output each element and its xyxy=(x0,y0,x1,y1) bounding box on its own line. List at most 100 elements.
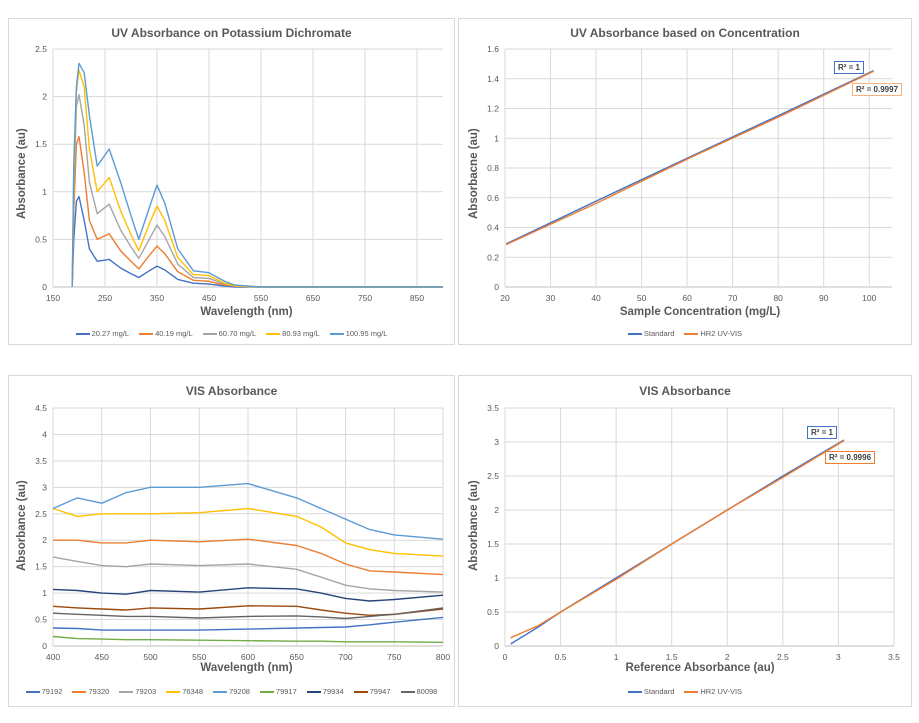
x-tick-label: 3 xyxy=(836,652,841,662)
legend-item: 79320 xyxy=(72,687,109,696)
legend-item: 79934 xyxy=(306,687,344,696)
x-tick-label: 0.5 xyxy=(555,652,567,662)
y-axis-title: Absorbacne (au) xyxy=(468,128,480,219)
y-tick-label: 3 xyxy=(494,437,499,447)
legend-item: 79917 xyxy=(259,687,297,696)
chart-uv-wavelength: 0 0.5 1 1.5 2 2.5 150 250 350 450 550 650 750 850 UV … xyxy=(8,18,455,345)
legend-swatch xyxy=(72,691,87,694)
x-tick-label: 400 xyxy=(46,652,60,662)
x-tick-label: 600 xyxy=(241,652,255,662)
legend-swatch xyxy=(684,691,699,694)
y-tick-label: 1.5 xyxy=(487,539,499,549)
x-tick-label: 90 xyxy=(819,293,829,303)
y-tick-label: 4 xyxy=(42,429,47,439)
y-tick-label: 0.5 xyxy=(35,234,47,244)
x-tick-label: 250 xyxy=(98,293,112,303)
legend-label: 40.19 mg/L xyxy=(155,329,193,338)
y-tick-label: 0 xyxy=(42,282,47,292)
x-tick-label: 650 xyxy=(290,652,304,662)
legend-label: 20.27 mg/L xyxy=(91,329,130,338)
x-tick-label: 450 xyxy=(95,652,109,662)
r2-label-hr2: R² = 0.9996 xyxy=(825,451,876,464)
y-tick-label: 1 xyxy=(494,133,499,143)
series-line-hr2-uv-vis xyxy=(510,440,845,639)
x-tick-label: 1 xyxy=(614,652,619,662)
legend-label: 60.70 mg/L xyxy=(218,329,257,338)
x-tick-label: 50 xyxy=(637,293,647,303)
series-line-20-27-mg-l xyxy=(71,195,443,288)
y-tick-label: 0 xyxy=(494,282,499,292)
legend-swatch xyxy=(119,691,134,694)
x-tick-label: 30 xyxy=(546,293,556,303)
legend-swatch xyxy=(166,691,181,694)
legend-swatch xyxy=(266,333,281,336)
legend-swatch xyxy=(329,333,344,336)
x-tick-label: 20 xyxy=(500,293,510,303)
x-tick-label: 60 xyxy=(682,293,692,303)
series-line-80098 xyxy=(52,607,444,620)
y-tick-label: 2 xyxy=(42,535,47,545)
legend-item: HR2 UV-VIS xyxy=(684,687,742,696)
legend-swatch xyxy=(213,691,228,694)
x-axis-title: Sample Concentration (mg/L) xyxy=(619,306,781,318)
chart-uv-concentration: 0 0.2 0.4 0.6 0.8 1 1.2 1.4 1.6 20 30 40 50 60 70 80 90 1… xyxy=(458,18,912,345)
legend-swatch xyxy=(75,333,90,336)
y-tick-label: 0.6 xyxy=(487,193,499,203)
y-tick-label: 0.8 xyxy=(487,163,499,173)
y-tick-label: 2.5 xyxy=(35,44,47,54)
series-line-60-70-mg-l xyxy=(71,93,443,288)
y-tick-label: 1 xyxy=(42,187,47,197)
x-tick-label: 800 xyxy=(436,652,450,662)
legend-label: 80098 xyxy=(416,687,438,696)
x-tick-label: 750 xyxy=(358,293,372,303)
series-line-79917 xyxy=(52,635,444,643)
y-tick-label: 0.4 xyxy=(487,223,499,233)
chart-title: UV Absorbance based on Concentration xyxy=(570,26,800,40)
series-line-40-19-mg-l xyxy=(71,135,443,288)
legend-item: 79947 xyxy=(353,687,391,696)
legend-item: 79208 xyxy=(213,687,250,696)
x-tick-label: 550 xyxy=(254,293,268,303)
legend-label: 79208 xyxy=(229,687,250,696)
series-line-79192 xyxy=(52,616,444,631)
legend: Standard HR2 UV-VIS xyxy=(459,329,911,338)
legend-label: 79917 xyxy=(275,687,297,696)
y-tick-label: 3 xyxy=(42,482,47,492)
legend-label: Standard xyxy=(643,687,675,696)
x-tick-label: 700 xyxy=(338,652,352,662)
y-tick-label: 3.5 xyxy=(35,456,47,466)
x-tick-label: 750 xyxy=(387,652,401,662)
x-tick-label: 550 xyxy=(192,652,206,662)
y-tick-label: 2 xyxy=(42,92,47,102)
legend-item: 79192 xyxy=(25,687,62,696)
chart-vis-wavelength: 0 0.5 1 1.5 2 2.5 3 3.5 4 4.5 400 450 500 550 600 650 70… xyxy=(8,375,455,707)
plot-area: 0 0.5 1 1.5 2 2.5 3 3.5 4 4.5 400 450 500 550 600 650 70… xyxy=(35,403,450,662)
legend: 79192 79320 79203 76348 79208 79917 79934 79947… xyxy=(9,687,454,696)
y-tick-label: 0.5 xyxy=(35,615,47,625)
legend-item: 79203 xyxy=(119,687,156,696)
legend-swatch xyxy=(202,333,217,336)
y-tick-label: 0 xyxy=(494,641,499,651)
r2-label-hr2: R² = 0.9997 xyxy=(852,83,903,96)
y-tick-label: 2.5 xyxy=(35,509,47,519)
x-axis-title: Wavelength (nm) xyxy=(200,306,293,318)
chart-title: UV Absorbance on Potassium Dichromate xyxy=(111,26,352,40)
legend: 20.27 mg/L 40.19 mg/L 60.70 mg/L 80.93 mg/L… xyxy=(9,329,454,338)
x-tick-label: 40 xyxy=(591,293,601,303)
y-tick-label: 4.5 xyxy=(35,403,47,413)
y-tick-label: 0.5 xyxy=(487,607,499,617)
series-line-79934 xyxy=(52,587,444,602)
legend-swatch xyxy=(259,691,274,694)
legend-swatch xyxy=(353,691,368,694)
chart-title: VIS Absorbance xyxy=(639,384,731,398)
y-tick-label: 2.5 xyxy=(487,471,499,481)
y-tick-label: 0 xyxy=(42,641,47,651)
x-axis-title: Wavelength (nm) xyxy=(200,662,293,674)
y-tick-label: 2 xyxy=(494,505,499,515)
legend-label: 79947 xyxy=(369,687,391,696)
y-tick-label: 1.6 xyxy=(487,44,499,54)
legend-label: HR2 UV-VIS xyxy=(700,687,743,696)
x-axis-title: Reference Absorbance (au) xyxy=(625,662,775,674)
series-line-79203 xyxy=(52,556,444,593)
legend-label: HR2 UV-VIS xyxy=(700,329,743,338)
